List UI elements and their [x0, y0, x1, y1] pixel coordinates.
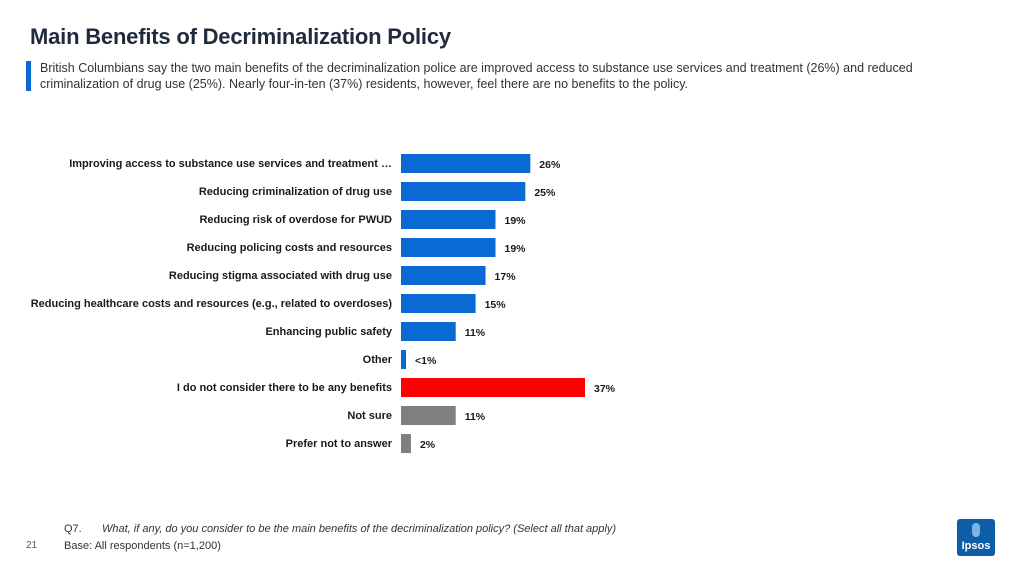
- category-label: Reducing stigma associated with drug use: [169, 270, 392, 282]
- page-subtitle: British Columbians say the two main bene…: [40, 61, 913, 91]
- question-footnote: Q7. What, if any, do you consider to be t…: [64, 523, 616, 535]
- category-label: Reducing criminalization of drug use: [199, 186, 392, 198]
- value-label: 19%: [504, 215, 526, 227]
- ipsos-logo: Ipsos: [957, 519, 995, 556]
- category-label: Other: [363, 354, 393, 366]
- bar: [401, 238, 496, 257]
- page-title: Main Benefits of Decriminalization Polic…: [30, 24, 451, 49]
- question-number: Q7.: [64, 523, 82, 535]
- bar: [401, 406, 456, 425]
- bar: [401, 294, 476, 313]
- base-footnote: Base: All respondents (n=1,200): [64, 540, 221, 552]
- category-label: I do not consider there to be any benefi…: [177, 382, 392, 394]
- bar: [401, 266, 486, 285]
- value-label: 37%: [594, 383, 616, 395]
- value-label: 11%: [465, 411, 486, 423]
- bar: [401, 182, 526, 201]
- question-text: What, if any, do you consider to be the …: [102, 523, 617, 535]
- value-label: 15%: [485, 299, 507, 311]
- logo-text: Ipsos: [961, 540, 991, 552]
- value-label: 25%: [534, 187, 556, 199]
- category-label: Enhancing public safety: [265, 326, 392, 338]
- bar: [401, 322, 456, 341]
- logo-glyph-icon: [972, 523, 980, 537]
- category-label: Reducing risk of overdose for PWUD: [199, 214, 392, 226]
- bar: [401, 378, 585, 397]
- bar: [401, 434, 411, 453]
- category-label: Prefer not to answer: [286, 438, 393, 450]
- value-label: 17%: [495, 271, 517, 283]
- subtitle-accent-bar: [26, 61, 31, 91]
- category-label: Not sure: [347, 410, 392, 422]
- bar: [401, 210, 496, 229]
- category-label: Improving access to substance use servic…: [69, 158, 392, 170]
- value-label: 11%: [465, 327, 486, 339]
- page-number: 21: [26, 540, 38, 551]
- value-label: 2%: [420, 439, 436, 451]
- category-label: Reducing healthcare costs and resources …: [31, 298, 393, 310]
- bar: [401, 350, 406, 369]
- value-label: 26%: [539, 159, 561, 171]
- bar: [401, 154, 531, 173]
- value-label: 19%: [504, 243, 526, 255]
- category-label: Reducing policing costs and resources: [187, 242, 392, 254]
- value-label: <1%: [415, 355, 437, 367]
